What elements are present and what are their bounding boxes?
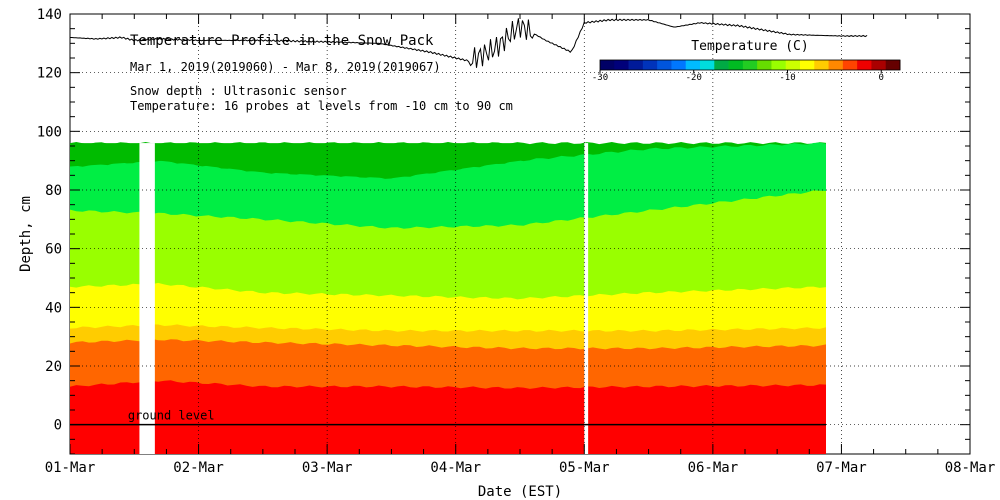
colorbar-cell <box>614 60 629 70</box>
x-tick-label: 06-Mar <box>688 460 739 476</box>
data-gap <box>584 143 589 455</box>
grid-lines <box>70 14 970 454</box>
colorbar-cell <box>800 60 815 70</box>
x-axis-label: Date (EST) <box>478 484 562 500</box>
colorbar-cell <box>642 60 658 70</box>
x-tick-label: 08-Mar <box>945 460 996 476</box>
colorbar-cell <box>600 60 615 70</box>
colorbar-cell <box>885 60 901 70</box>
y-axis-label: Depth, cm <box>18 196 34 272</box>
colorbar-cell <box>628 60 644 70</box>
snow-depth-series <box>70 18 868 68</box>
y-tick-label: 20 <box>45 359 62 375</box>
colorbar-cell <box>728 60 744 70</box>
data-gaps <box>139 143 589 455</box>
colorbar-cell <box>842 60 858 70</box>
x-tick-label: 05-Mar <box>559 460 610 476</box>
y-tick-label: 80 <box>45 183 62 199</box>
x-tick-label: 07-Mar <box>816 460 867 476</box>
colorbar-cell <box>657 60 672 70</box>
ground-level-label: ground level <box>128 409 215 423</box>
colorbar-cell <box>742 60 758 70</box>
y-tick-label: 100 <box>37 124 62 140</box>
chart-subtitle: Mar 1, 2019(2019060) - Mar 8, 2019(20190… <box>130 60 441 74</box>
colorbar-cell <box>757 60 772 70</box>
colorbar-cell <box>700 60 715 70</box>
colorbar-cell <box>871 60 887 70</box>
x-tick-label: 03-Mar <box>302 460 353 476</box>
annotation-temperature: Temperature: 16 probes at levels from -1… <box>130 99 513 113</box>
annotation-snow-depth: Snow depth : Ultrasonic sensor <box>130 84 347 98</box>
colorbar-cell <box>771 60 787 70</box>
colorbar-cell <box>857 60 872 70</box>
colorbar-cell <box>828 60 844 70</box>
colorbar-cell <box>714 60 729 70</box>
x-tick-label: 01-Mar <box>45 460 96 476</box>
colorbar-cell <box>785 60 801 70</box>
y-tick-label: 120 <box>37 66 62 82</box>
temperature-band <box>70 380 826 454</box>
colorbar-tick-label: -10 <box>779 73 795 83</box>
data-gap <box>139 143 155 455</box>
y-tick-label: 140 <box>37 7 62 23</box>
x-tick-label: 02-Mar <box>173 460 224 476</box>
colorbar-frame <box>599 59 901 71</box>
colorbar-title: Temperature (C) <box>691 39 808 54</box>
colorbar-cell <box>814 60 829 70</box>
colorbar-tick-label: -20 <box>686 73 702 83</box>
y-tick-label: 60 <box>45 242 62 258</box>
axis-ticks: 01-Mar 02-Mar 03-Mar 04-Mar 05-Mar 06-Mar 07-M… <box>37 7 996 476</box>
snow-depth-line <box>70 18 868 68</box>
colorbar-tick-label: -30 <box>592 73 608 83</box>
y-tick-label: 40 <box>45 300 62 316</box>
colorbar-tick-label: 0 <box>879 73 884 83</box>
colorbar-cell <box>671 60 687 70</box>
colorbar-cell <box>685 60 701 70</box>
y-tick-label: 0 <box>54 418 62 434</box>
x-tick-label: 04-Mar <box>430 460 481 476</box>
chart-title: Temperature Profile in the Snow Pack <box>130 33 434 49</box>
colorbar: Temperature (C) -30 -20 -10 0 <box>592 39 901 83</box>
temperature-band-coldest <box>70 143 520 179</box>
